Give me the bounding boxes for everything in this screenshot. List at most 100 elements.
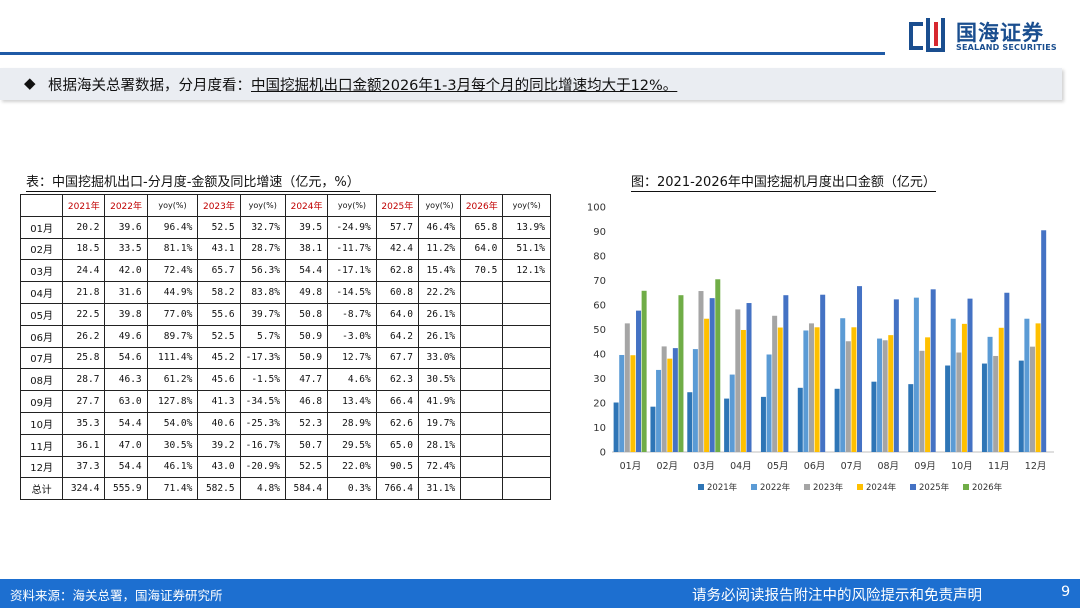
bar	[698, 291, 704, 452]
month-cell: 08月	[19, 368, 64, 392]
bar	[746, 303, 752, 452]
bar	[888, 335, 894, 452]
value-cell: 26.2	[62, 324, 106, 348]
value-cell: 4.6%	[327, 368, 377, 392]
year-header: 2023年	[197, 194, 241, 217]
value-cell: 50.9	[284, 324, 329, 348]
yoy-header: yoy(%)	[417, 194, 462, 217]
legend-label: 2021年	[707, 482, 738, 493]
value-cell: 766.4	[375, 477, 419, 501]
disclaimer: 请务必阅读报告附注中的风险提示和免责声明	[692, 588, 982, 604]
table-row: 总计 324.4 555.9 71.4% 582.5 4.8% 584.4 0.3% 766.4…	[19, 477, 551, 501]
value-cell: 30.5%	[146, 433, 199, 457]
value-cell: 54.0%	[146, 411, 199, 435]
value-cell: 54.4	[104, 455, 148, 479]
value-cell: 33.5	[104, 237, 148, 261]
year-header: 2021年	[62, 194, 106, 217]
value-cell: 62.8	[375, 259, 419, 283]
legend-swatch	[751, 484, 757, 490]
bar	[729, 374, 735, 452]
table-row: 05月 22.5 39.8 77.0% 55.6 39.7% 50.8 -8.7% 64.0 26…	[19, 302, 551, 326]
month-cell: 01月	[19, 215, 64, 239]
bar	[908, 384, 914, 452]
headline-prefix: 根据海关总署数据，分月度看：	[48, 78, 251, 94]
value-cell: 30.5%	[417, 368, 462, 392]
value-cell: 70.5	[460, 259, 504, 283]
value-cell: 54.6	[104, 346, 148, 370]
month-cell: 05月	[19, 302, 64, 326]
month-cell: 10月	[19, 411, 64, 435]
value-cell	[460, 433, 504, 457]
bar	[772, 315, 778, 452]
value-cell: 28.7%	[239, 237, 286, 261]
bar	[1041, 230, 1047, 452]
value-cell	[460, 324, 504, 348]
value-cell: 324.4	[62, 477, 106, 501]
value-cell: 57.7	[375, 215, 419, 239]
bar	[636, 310, 642, 452]
x-tick-label: 09月	[914, 461, 936, 472]
value-cell: 52.5	[284, 455, 329, 479]
value-cell: 50.8	[284, 302, 329, 326]
value-cell	[502, 477, 551, 501]
legend-swatch	[963, 484, 969, 490]
bar	[871, 381, 877, 452]
bar	[766, 354, 772, 452]
x-tick-label: 07月	[841, 461, 863, 472]
month-cell: 06月	[19, 324, 64, 348]
value-cell: 27.7	[62, 390, 106, 413]
value-cell: -3.0%	[327, 324, 377, 348]
value-cell: 21.8	[62, 281, 106, 304]
bar	[619, 354, 625, 452]
bar	[760, 396, 766, 452]
value-cell: 55.6	[197, 302, 241, 326]
y-tick-label: 90	[593, 227, 606, 238]
value-cell: 65.7	[197, 259, 241, 283]
value-cell: 46.8	[284, 390, 329, 413]
bar	[834, 388, 840, 452]
table-row: 12月 37.3 54.4 46.1% 43.0 -20.9% 52.5 22.0% 90.5 7…	[19, 455, 551, 479]
value-cell: 42.4	[375, 237, 419, 261]
value-cell: -24.9%	[327, 215, 377, 239]
table-header-row: 2021年 2022年 yoy(%) 2023年 yoy(%) 2024年 yoy(%) 20…	[19, 194, 551, 217]
chart-title: 图：2021-2026年中国挖掘机月度出口金额（亿元）	[631, 171, 936, 192]
value-cell: 63.0	[104, 390, 148, 413]
value-cell: 22.2%	[417, 281, 462, 304]
value-cell: 555.9	[104, 477, 148, 501]
value-cell: 65.8	[460, 215, 504, 239]
value-cell: 22.0%	[327, 455, 377, 479]
logo-name: 国海证券	[956, 21, 1044, 45]
y-tick-label: 50	[593, 325, 606, 336]
bar	[735, 309, 741, 452]
month-cell: 11月	[19, 433, 64, 457]
value-cell: 46.4%	[417, 215, 462, 239]
bar	[667, 358, 673, 452]
bar	[851, 327, 857, 452]
value-cell: 584.4	[284, 477, 329, 501]
value-cell: 43.1	[197, 237, 241, 261]
year-header: 2022年	[104, 194, 148, 217]
value-cell: 13.4%	[327, 390, 377, 413]
value-cell	[460, 281, 504, 304]
value-cell: 64.0	[460, 237, 504, 261]
value-cell: -17.3%	[239, 346, 286, 370]
bar	[803, 330, 809, 452]
bar	[820, 294, 826, 452]
bar	[956, 352, 962, 452]
value-cell: 32.7%	[239, 215, 286, 239]
x-tick-label: 05月	[767, 461, 789, 472]
value-cell: 45.2	[197, 346, 241, 370]
bar	[740, 329, 746, 452]
bar	[783, 295, 789, 452]
diamond-bullet-icon: ◆	[24, 74, 36, 92]
bar	[797, 387, 803, 452]
value-cell: 58.2	[197, 281, 241, 304]
value-cell: 5.7%	[239, 324, 286, 348]
bar	[919, 350, 925, 452]
value-cell: 26.1%	[417, 302, 462, 326]
value-cell: 50.9	[284, 346, 329, 370]
value-cell: -16.7%	[239, 433, 286, 457]
year-header: 2025年	[375, 194, 419, 217]
value-cell: 127.8%	[146, 390, 199, 413]
bar	[650, 406, 656, 452]
